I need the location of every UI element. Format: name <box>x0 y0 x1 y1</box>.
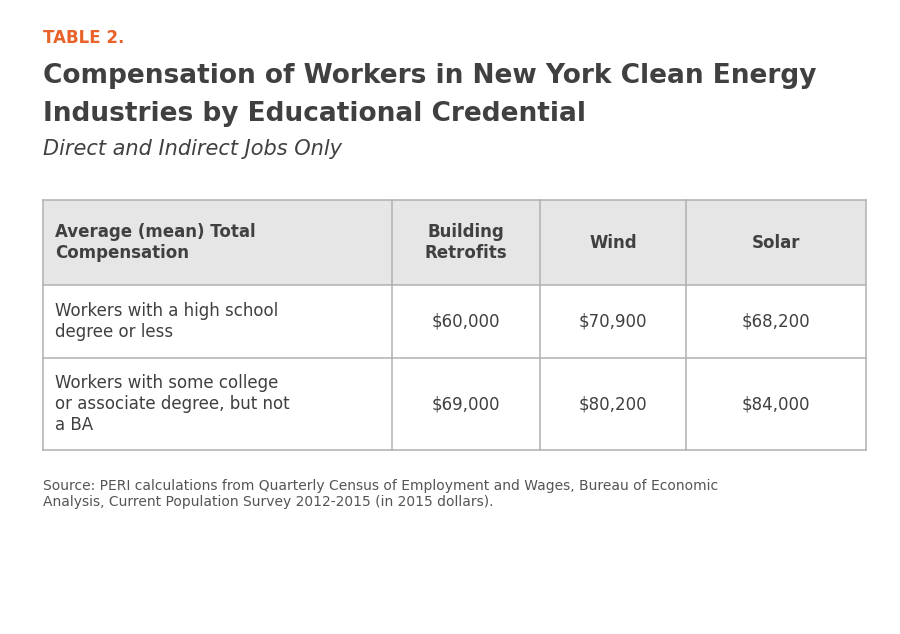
Text: Workers with some college
or associate degree, but not
a BA: Workers with some college or associate d… <box>55 374 290 434</box>
Text: Solar: Solar <box>752 233 800 252</box>
Text: Direct and Indirect Jobs Only: Direct and Indirect Jobs Only <box>43 139 342 160</box>
Text: $69,000: $69,000 <box>431 395 500 413</box>
Text: TABLE 2.: TABLE 2. <box>43 29 124 46</box>
Text: Building
Retrofits: Building Retrofits <box>425 223 507 262</box>
Text: Compensation of Workers in New York Clean Energy: Compensation of Workers in New York Clea… <box>43 63 816 89</box>
Text: $84,000: $84,000 <box>742 395 810 413</box>
Text: $70,900: $70,900 <box>579 313 647 331</box>
Text: Average (mean) Total
Compensation: Average (mean) Total Compensation <box>55 223 256 262</box>
Text: Workers with a high school
degree or less: Workers with a high school degree or les… <box>55 302 278 341</box>
Text: $80,200: $80,200 <box>579 395 647 413</box>
Text: Industries by Educational Credential: Industries by Educational Credential <box>43 101 586 127</box>
Text: $68,200: $68,200 <box>742 313 810 331</box>
Text: $60,000: $60,000 <box>431 313 500 331</box>
Text: Wind: Wind <box>590 233 636 252</box>
Text: Source: PERI calculations from Quarterly Census of Employment and Wages, Bureau : Source: PERI calculations from Quarterly… <box>43 479 718 509</box>
